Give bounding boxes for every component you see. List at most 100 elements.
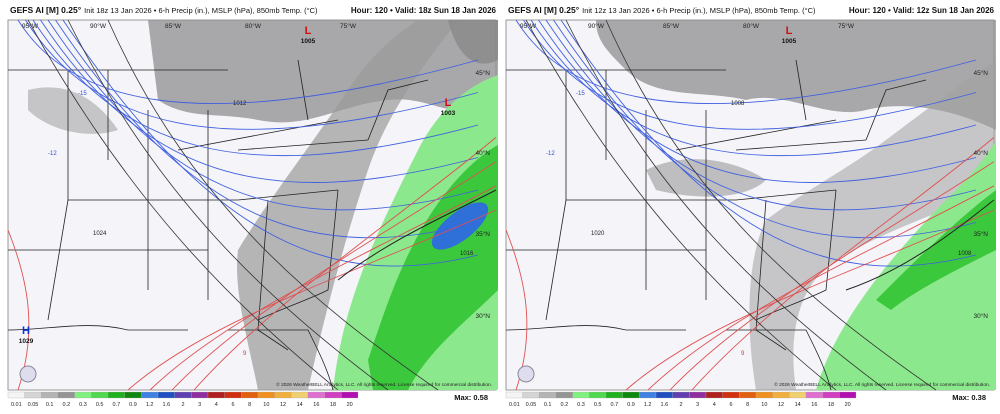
lat-label: 35°N [973,230,988,238]
contour-label: -15 [576,91,585,97]
border [795,59,807,121]
contour-label: 1016 [460,251,474,257]
colorbar-swatch [141,391,159,399]
colorbar-swatch [655,391,673,399]
isotherm [32,19,479,157]
lat-label: 45°N [475,69,490,77]
colorbar-swatch [257,391,275,399]
lon-label: 80°W [245,22,262,30]
isotherm-warm [691,137,995,391]
precip-area [816,140,996,390]
isotherm [530,19,977,157]
lat-label: 30°N [475,312,490,320]
border [237,139,369,151]
border [675,119,837,151]
isotherm-warm [669,161,995,391]
border [297,59,309,121]
colorbar-label: 1.6 [661,402,669,408]
colorbar-swatch [805,391,823,399]
colorbar-label: 0.05 [28,402,39,408]
colorbar-label: 0.01 [509,402,520,408]
pressure-letter: L [786,25,793,37]
colorbar-swatch [639,391,657,399]
contour-label: 9 [243,351,247,357]
isobar [107,19,439,391]
lon-label: 85°W [165,22,182,30]
map-panel: 102010081008-15-129L100545°N40°N35°N30°N… [505,5,996,408]
max-value: Max: 0.58 [454,393,488,402]
pressure-value: 1005 [301,38,316,45]
valid-time: Hour: 120 • Valid: 18z Sun 18 Jan 2026 [351,6,497,15]
isobar [27,19,339,391]
isobar [605,19,937,391]
colorbar-label: 0.1 [46,402,54,408]
isotherm-warm [647,185,995,391]
contour-label: -12 [546,151,555,157]
title: GEFS AI [M] 0.25° [508,5,580,15]
border [865,79,927,141]
isotherm [538,19,977,183]
colorbar-label: 10 [263,402,269,408]
contour-label: 9 [741,351,745,357]
isotherm [545,19,977,211]
lat-label: 30°N [973,312,988,320]
colorbar-swatch [839,391,857,399]
lat-label: 45°N [973,69,988,77]
map-panel: 102410121016-15-129L1005L1003H102945°N40… [7,5,498,408]
contour-label: 1024 [93,231,107,237]
colorbar-swatch [324,391,342,399]
contour-label: 1012 [233,101,247,107]
colorbar-label: 16 [313,402,319,408]
colorbar-swatch [572,391,590,399]
border [177,119,339,151]
isotherm [47,19,479,211]
header-title: GEFS AI [M] 0.25° Init 12z 13 Jan 2026 • … [508,5,816,15]
colorbar-label: 14 [297,402,303,408]
logo [19,365,37,383]
colorbar-swatch [224,391,242,399]
colorbar-label: 4 [215,402,218,408]
border [646,189,837,201]
colorbar-swatch [672,391,690,399]
colorbar-label: 6 [729,402,732,408]
colorbar-label: 0.2 [63,402,71,408]
colorbar-swatch [107,391,125,399]
pressure-value: 1005 [782,38,797,45]
colorbar-label: 18 [330,402,336,408]
colorbar-swatch [241,391,259,399]
colorbar-swatch [41,391,59,399]
lon-label: 85°W [663,22,680,30]
isotherm [62,19,479,267]
colorbar-label: 0.5 [96,402,104,408]
colorbar-swatch [739,391,757,399]
contour-label: -12 [48,151,57,157]
colorbar-swatch [124,391,142,399]
pressure-letter: L [445,97,452,109]
lon-label: 95°W [22,22,39,30]
colorbar-label: 20 [845,402,851,408]
colorbar-swatch [57,391,75,399]
isobar [565,19,887,391]
isotherm [523,19,977,130]
colorbar-swatch [789,391,807,399]
colorbar-label: 0.3 [577,402,585,408]
colorbar-label: 1.2 [146,402,154,408]
colorbar-swatch [291,391,309,399]
lon-label: 95°W [520,22,537,30]
max-value: Max: 0.38 [952,393,986,402]
border [735,139,867,151]
colorbar-swatch [689,391,707,399]
lon-label: 75°W [340,22,357,30]
border [148,189,339,201]
border [545,199,567,321]
precip-area [876,190,996,310]
colorbar-label: 18 [828,402,834,408]
valid-time: Hour: 120 • Valid: 12z Sun 18 Jan 2026 [849,6,995,15]
colorbar-label: 8 [746,402,749,408]
pressure-letter: L [305,25,312,37]
border [228,329,334,391]
colorbar-swatch [207,391,225,399]
colorbar-swatch [505,391,523,399]
header-title: GEFS AI [M] 0.25° Init 18z 13 Jan 2026 • … [10,5,318,15]
precip-area [749,60,996,390]
